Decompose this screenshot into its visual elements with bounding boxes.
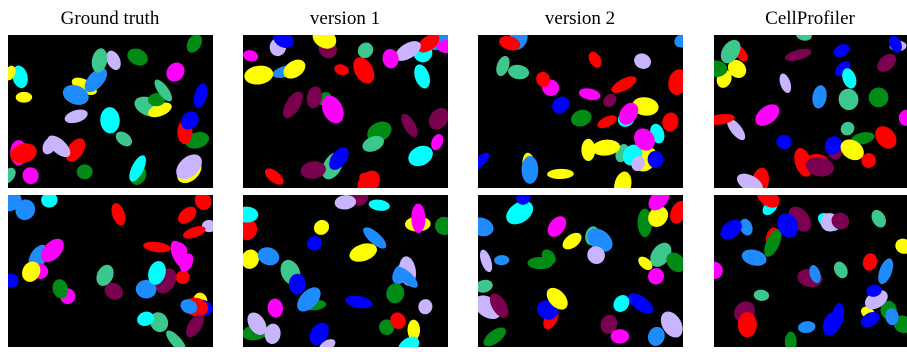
column-title: Ground truth [61,8,160,29]
mask-panel [235,184,457,347]
column-title: CellProfiler [765,8,855,29]
mask-panel [242,24,457,199]
mask-panel [464,24,691,200]
cell [77,164,93,179]
page: Ground truth version 1 version 2 CellPro… [0,0,907,347]
figure: Ground truth version 1 version 2 CellPro… [0,0,907,347]
mask-panel [0,31,213,188]
mask-panel [702,181,907,347]
cell [521,156,538,184]
mask-panel [703,28,907,198]
mask-panel [467,184,690,347]
column-title: version 1 [310,8,380,29]
mask-panel [0,188,217,347]
column-title: version 2 [545,8,615,29]
